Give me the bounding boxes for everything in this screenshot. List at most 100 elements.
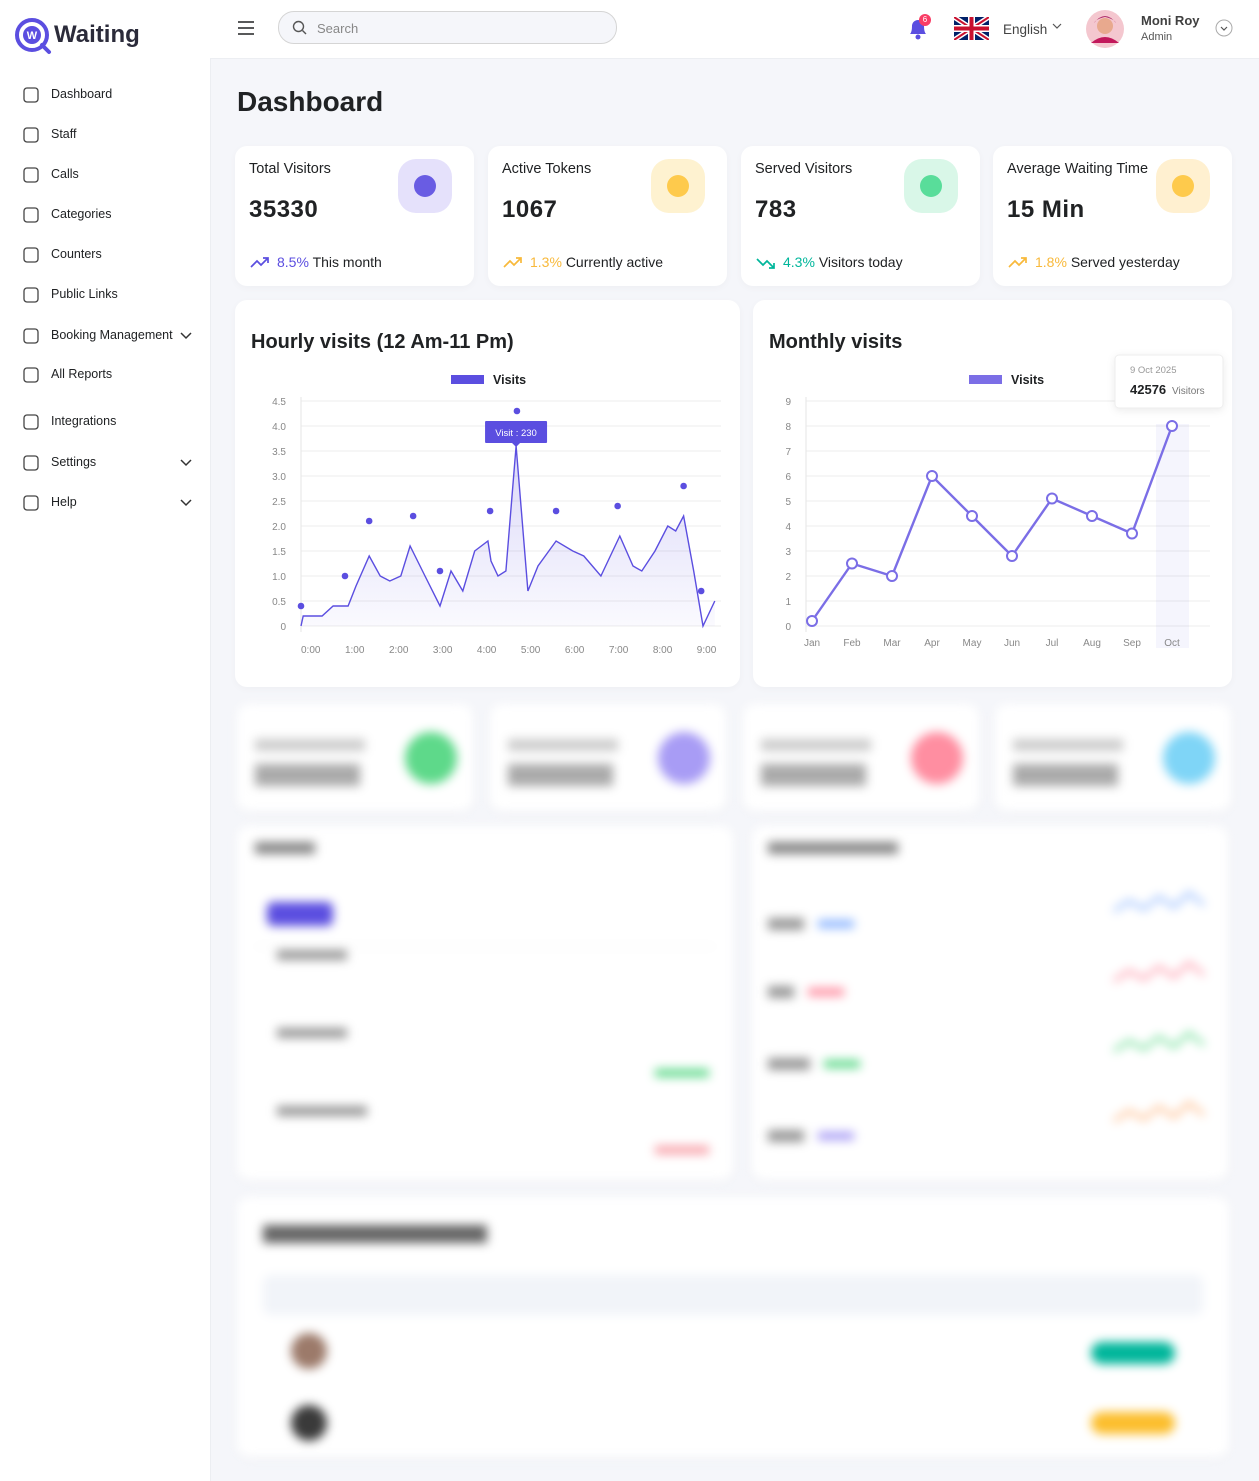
language[interactable]: English bbox=[1003, 22, 1048, 37]
scatter-point bbox=[552, 507, 560, 515]
stat-title: Average Waiting Time bbox=[1007, 161, 1149, 177]
x-tick-label: Sep bbox=[1123, 638, 1141, 649]
point bbox=[926, 470, 938, 482]
x-tick-label: Aug bbox=[1083, 638, 1101, 649]
y-tick-label: 8 bbox=[785, 422, 791, 433]
nav-item[interactable]: Staff bbox=[51, 127, 77, 141]
blurred-card bbox=[237, 704, 473, 811]
annotation-pointer bbox=[512, 443, 521, 447]
x-tick-label: Oct bbox=[1164, 638, 1180, 649]
stat-icon bbox=[398, 159, 452, 213]
blurred-table bbox=[237, 1197, 1229, 1457]
stat-change: 8.5% This month bbox=[277, 254, 382, 270]
x-tick-label: Jun bbox=[1004, 638, 1020, 649]
nav-item[interactable]: Integrations bbox=[51, 414, 117, 428]
y-tick-label: 3.5 bbox=[272, 447, 286, 458]
nav-item[interactable]: Calls bbox=[51, 167, 79, 181]
logo-text: Waiting bbox=[54, 21, 140, 48]
stat-value: 1067 bbox=[502, 196, 558, 223]
legend-swatch bbox=[451, 375, 484, 384]
tooltip-value: 42576 bbox=[1130, 382, 1166, 397]
stat-icon bbox=[1156, 159, 1210, 213]
point bbox=[806, 615, 818, 627]
y-tick-label: 3.0 bbox=[272, 472, 286, 483]
y-tick-label: 1.0 bbox=[272, 572, 286, 583]
stat-title: Served Visitors bbox=[755, 161, 853, 177]
nav-item[interactable]: Counters bbox=[51, 247, 102, 261]
legend-label: Visits bbox=[1011, 373, 1044, 387]
stat-card: Average Waiting Time 15 Min 1.8% Served ye… bbox=[993, 146, 1232, 286]
scatter-point bbox=[297, 602, 305, 610]
nav-icon bbox=[23, 247, 39, 263]
nav-icon bbox=[23, 367, 39, 383]
line bbox=[300, 445, 716, 629]
x-tick-label: 6:00 bbox=[565, 645, 585, 656]
nav-item[interactable]: Booking Management bbox=[51, 328, 173, 342]
menu-toggle[interactable] bbox=[237, 20, 255, 36]
y-tick-label: 3 bbox=[785, 547, 791, 558]
flag-uk[interactable] bbox=[954, 17, 989, 40]
blurred-card bbox=[490, 704, 726, 811]
nav-icon bbox=[23, 414, 39, 430]
y-tick-label: 2.0 bbox=[272, 522, 286, 533]
scatter-point bbox=[680, 482, 687, 490]
nav-item[interactable]: Settings bbox=[51, 455, 97, 469]
scatter-point bbox=[436, 567, 444, 575]
stat-value: 783 bbox=[755, 196, 797, 223]
nav-item[interactable]: Categories bbox=[51, 207, 112, 221]
scatter-point bbox=[697, 587, 705, 595]
nav-item[interactable]: Help bbox=[51, 495, 77, 509]
page-title: Dashboard bbox=[237, 86, 384, 117]
annotation-box bbox=[485, 421, 548, 443]
nav-item[interactable]: Dashboard bbox=[51, 87, 113, 101]
legend-swatch bbox=[969, 375, 1002, 384]
tooltip-box bbox=[1114, 354, 1224, 409]
point bbox=[966, 510, 978, 522]
x-tick-label: Apr bbox=[924, 638, 940, 649]
user-menu-toggle[interactable] bbox=[1215, 19, 1233, 37]
point bbox=[846, 557, 858, 570]
nav-chevron[interactable] bbox=[180, 332, 192, 340]
hourly-chart-card: Hourly visits (12 Am-11 Pm) Visits 0 0.5 1.0… bbox=[235, 300, 740, 687]
trend-icon bbox=[503, 257, 522, 268]
blurred-card bbox=[743, 704, 979, 811]
nav-icon bbox=[23, 455, 39, 471]
trend-icon bbox=[250, 257, 269, 268]
y-tick-label: 2.5 bbox=[272, 497, 286, 508]
y-tick-label: 5 bbox=[785, 497, 791, 508]
point bbox=[1046, 492, 1058, 505]
nav-chevron[interactable] bbox=[180, 459, 192, 467]
search-box[interactable]: Search bbox=[278, 11, 617, 44]
x-tick-label: 5:00 bbox=[521, 645, 541, 656]
x-tick-label: Jul bbox=[1046, 638, 1059, 649]
tooltip-date: 9 Oct 2025 bbox=[1130, 365, 1176, 376]
nav-item[interactable]: All Reports bbox=[51, 367, 113, 381]
trend-icon bbox=[1008, 257, 1027, 268]
x-tick-label: 3:00 bbox=[433, 645, 453, 656]
x-tick-label: 0:00 bbox=[301, 645, 321, 656]
x-tick-label: May bbox=[963, 638, 982, 649]
scatter-point bbox=[614, 502, 621, 510]
blurred-panel bbox=[752, 826, 1228, 1180]
nav-item[interactable]: Public Links bbox=[51, 287, 118, 301]
y-tick-label: 4.0 bbox=[272, 422, 286, 433]
stat-change-value: 4.3% bbox=[783, 254, 815, 270]
stat-icon bbox=[651, 159, 705, 213]
notification-bell[interactable] bbox=[904, 14, 934, 42]
y-tick-label: 0 bbox=[280, 622, 286, 633]
stat-change-note: Visitors today bbox=[818, 254, 903, 270]
avatar[interactable] bbox=[1085, 9, 1125, 49]
notification-count: 6 bbox=[922, 15, 928, 24]
stat-change-value: 8.5% bbox=[277, 254, 309, 270]
stat-title: Active Tokens bbox=[502, 161, 592, 177]
stat-change-note: Currently active bbox=[565, 254, 664, 270]
chart-title: Hourly visits (12 Am-11 Pm) bbox=[251, 331, 514, 353]
nav-chevron[interactable] bbox=[180, 499, 192, 507]
svg-text:W: W bbox=[27, 30, 38, 42]
stat-change: 1.3% Currently active bbox=[530, 254, 663, 270]
user-name: Moni Roy bbox=[1141, 13, 1200, 28]
y-tick-label: 4 bbox=[785, 522, 791, 533]
tooltip-unit: Visitors bbox=[1172, 386, 1205, 397]
y-tick-label: 9 bbox=[785, 397, 791, 408]
point bbox=[1086, 510, 1098, 522]
